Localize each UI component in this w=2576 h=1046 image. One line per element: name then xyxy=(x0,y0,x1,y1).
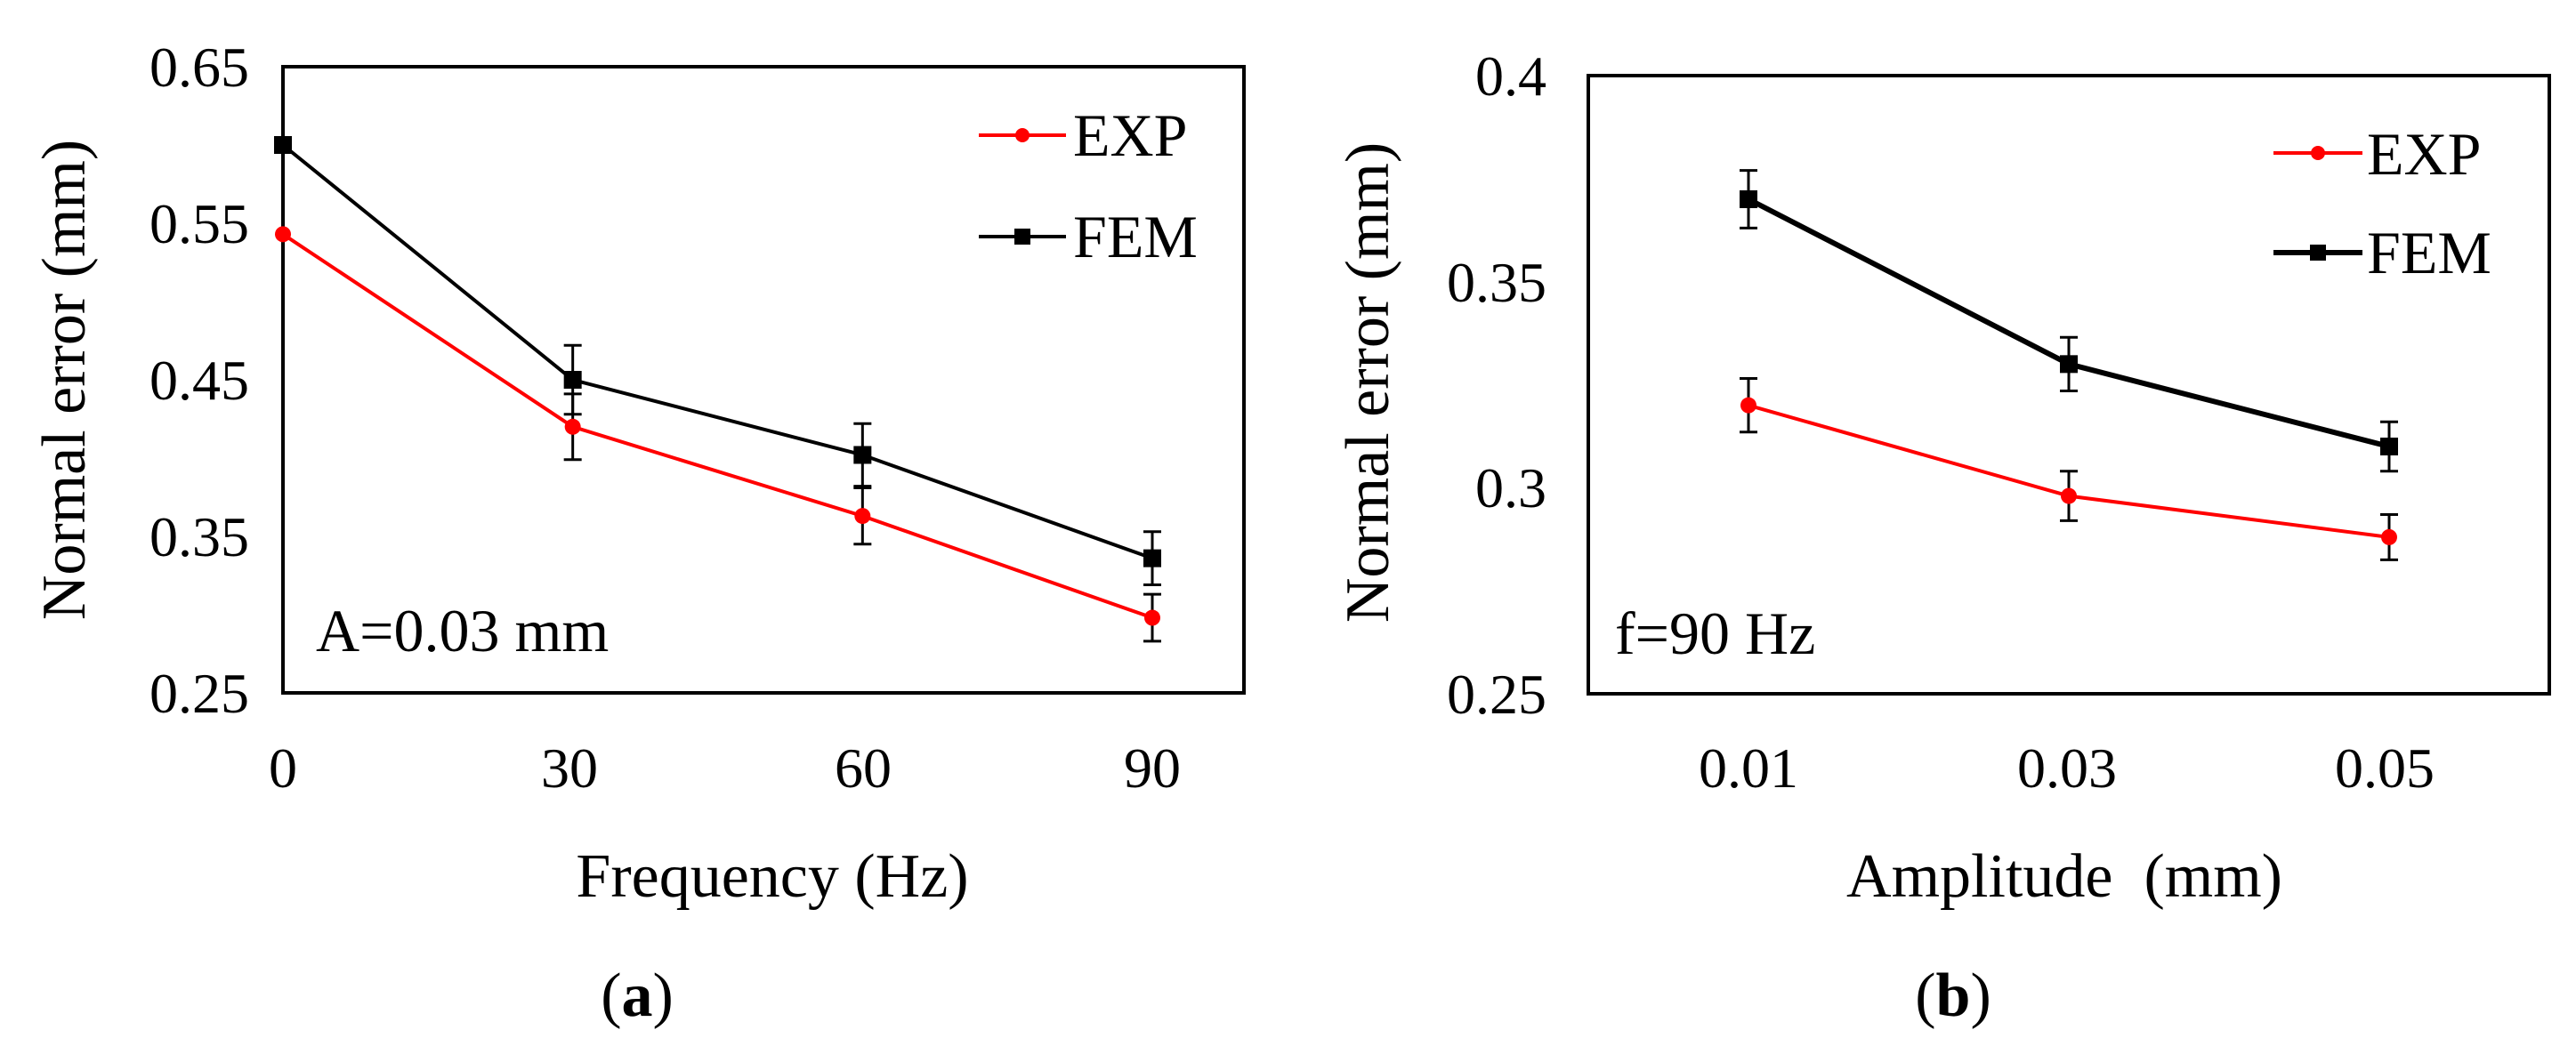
y-tick-label: 0.55 xyxy=(149,192,249,255)
panel-a: 0.25 0.35 0.45 0.55 0.65 0 30 60 90 Freq… xyxy=(30,36,1246,1030)
plot-area-a xyxy=(281,65,1246,695)
data-point-exp xyxy=(275,226,291,243)
data-point-fem xyxy=(1143,549,1161,567)
data-point-fem xyxy=(274,136,292,154)
data-point-exp xyxy=(2381,528,2397,545)
series-line-fem xyxy=(1747,197,2390,449)
legend-label-fem: FEM xyxy=(2367,219,2491,286)
legend-b: EXP FEM xyxy=(2273,120,2491,286)
legend-marker-exp xyxy=(1015,128,1030,142)
data-point-exp xyxy=(2061,487,2077,504)
annotation-a: A=0.03 mm xyxy=(316,597,609,664)
y-tick-label: 0.65 xyxy=(149,36,249,99)
caption-a: (a) xyxy=(601,962,674,1030)
y-tick-label: 0.45 xyxy=(149,349,249,412)
data-point-fem xyxy=(2060,355,2078,374)
y-tick-label: 0.35 xyxy=(149,505,249,568)
data-point-fem xyxy=(853,446,872,464)
panel-b: 0.25 0.3 0.35 0.4 0.01 0.03 0.05 Amplitu… xyxy=(1334,44,2551,1030)
y-tick-label: 0.25 xyxy=(1447,663,1546,726)
data-point-exp xyxy=(564,418,581,435)
y-axis-title-b: Normal error (mm) xyxy=(1334,142,1402,623)
legend-marker-fem xyxy=(2310,245,2326,261)
series-a xyxy=(274,136,1161,643)
legend-label-fem: FEM xyxy=(1073,203,1198,270)
y-axis-title-a: Normal error (mm) xyxy=(30,140,99,620)
x-tick-label: 0.01 xyxy=(1699,736,1798,800)
data-point-exp xyxy=(1144,609,1160,626)
data-point-exp xyxy=(1740,397,1756,414)
y-tick-label: 0.4 xyxy=(1475,44,1546,108)
caption-b: (b) xyxy=(1915,962,1991,1030)
legend-marker-exp xyxy=(2311,146,2325,160)
x-axis-title-b: Amplitude (mm) xyxy=(1846,842,2282,911)
x-tick-label: 30 xyxy=(541,736,598,800)
x-axis-title-a: Frequency (Hz) xyxy=(576,842,968,911)
y-ticks-a: 0.25 0.35 0.45 0.55 0.65 xyxy=(149,36,249,725)
series-b xyxy=(1740,169,2398,561)
series-line-exp xyxy=(281,232,1153,620)
data-point-fem xyxy=(563,371,582,389)
x-tick-label: 60 xyxy=(835,736,892,800)
data-point-exp xyxy=(854,508,871,525)
x-tick-label: 0.03 xyxy=(2017,736,2117,800)
legend-marker-fem xyxy=(1014,229,1030,245)
series-line-fem xyxy=(281,143,1153,560)
data-point-fem xyxy=(2380,438,2398,455)
y-tick-label: 0.3 xyxy=(1475,456,1546,519)
x-tick-label: 90 xyxy=(1124,736,1181,800)
y-tick-label: 0.35 xyxy=(1447,251,1546,314)
legend-label-exp: EXP xyxy=(1073,101,1187,169)
plot-area-b xyxy=(1587,74,2551,696)
x-ticks-b: 0.01 0.03 0.05 xyxy=(1699,736,2435,800)
legend-a: EXP FEM xyxy=(979,101,1198,270)
y-ticks-b: 0.25 0.3 0.35 0.4 xyxy=(1447,44,1546,726)
data-point-fem xyxy=(1740,190,1757,208)
legend-label-exp: EXP xyxy=(2367,120,2481,188)
annotation-b: f=90 Hz xyxy=(1615,599,1815,667)
y-tick-label: 0.25 xyxy=(149,662,249,725)
x-ticks-a: 0 30 60 90 xyxy=(269,736,1181,800)
x-tick-label: 0.05 xyxy=(2335,736,2435,800)
x-tick-label: 0 xyxy=(269,736,297,800)
